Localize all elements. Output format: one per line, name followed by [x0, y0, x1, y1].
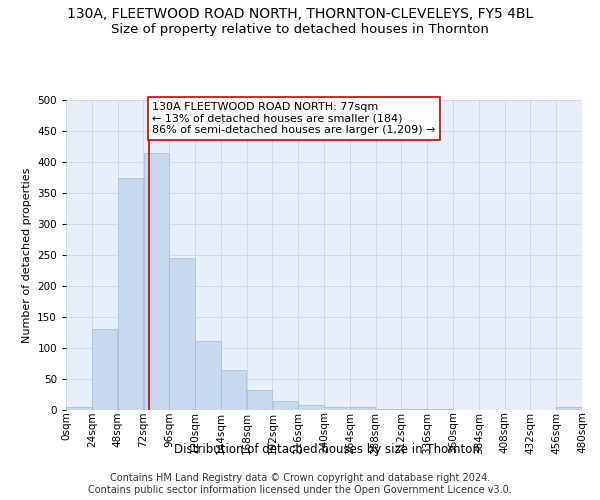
Bar: [556, 407, 582, 410]
Bar: [427, 409, 453, 410]
Y-axis label: Number of detached properties: Number of detached properties: [22, 168, 32, 342]
Bar: [66, 407, 92, 410]
Text: Contains HM Land Registry data © Crown copyright and database right 2024.
Contai: Contains HM Land Registry data © Crown c…: [88, 474, 512, 495]
Bar: [143, 152, 169, 410]
Bar: [401, 409, 427, 410]
Bar: [324, 407, 350, 410]
Text: Size of property relative to detached houses in Thornton: Size of property relative to detached ho…: [111, 22, 489, 36]
Bar: [350, 407, 376, 410]
Bar: [195, 340, 221, 410]
Bar: [92, 330, 118, 410]
Bar: [272, 400, 298, 410]
Bar: [118, 178, 143, 410]
Bar: [376, 409, 401, 410]
Bar: [298, 405, 324, 410]
Bar: [247, 390, 272, 410]
Bar: [169, 258, 195, 410]
Text: Distribution of detached houses by size in Thornton: Distribution of detached houses by size …: [174, 442, 480, 456]
Text: 130A, FLEETWOOD ROAD NORTH, THORNTON-CLEVELEYS, FY5 4BL: 130A, FLEETWOOD ROAD NORTH, THORNTON-CLE…: [67, 8, 533, 22]
Text: 130A FLEETWOOD ROAD NORTH: 77sqm
← 13% of detached houses are smaller (184)
86% : 130A FLEETWOOD ROAD NORTH: 77sqm ← 13% o…: [152, 102, 436, 135]
Bar: [221, 370, 247, 410]
